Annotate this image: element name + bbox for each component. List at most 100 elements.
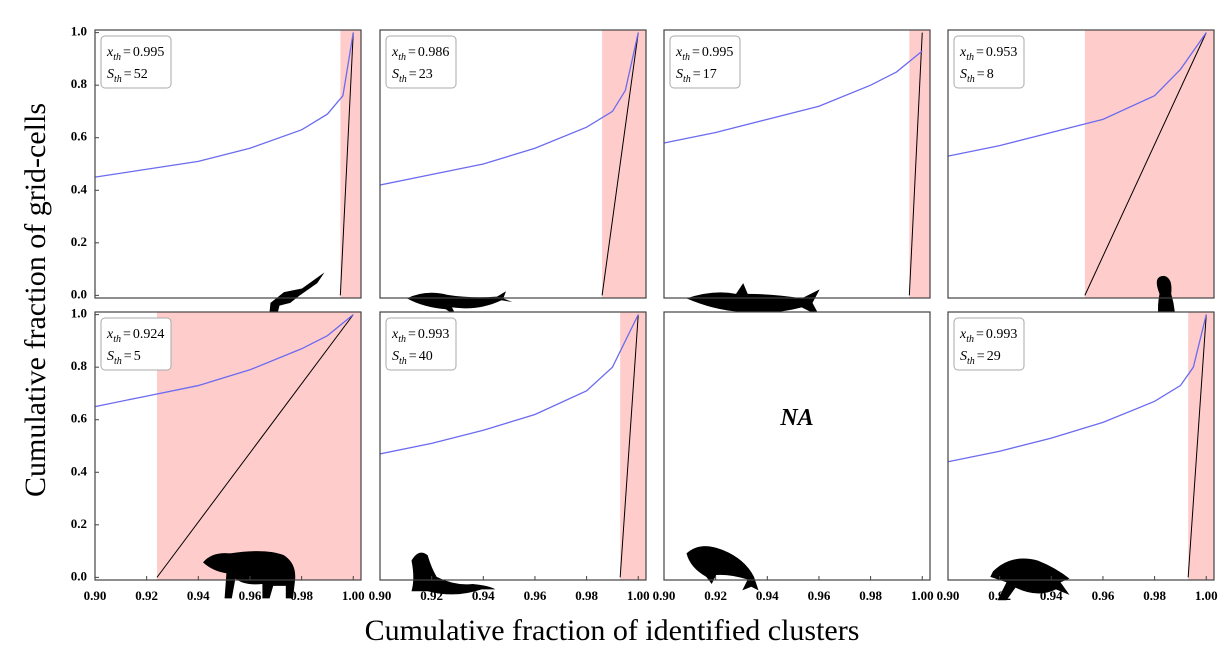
panel-frame	[379, 29, 647, 299]
x-tick-label: 0.90	[937, 588, 960, 603]
annotation-operator: =	[124, 67, 132, 82]
animal-icon	[686, 546, 759, 591]
annotation-operator: =	[409, 349, 417, 364]
annotation-symbol: x	[675, 45, 683, 60]
y-tick-label: 0.2	[71, 516, 87, 531]
y-tick-label: 0.6	[71, 411, 88, 426]
annotation-text: Sth = 23	[392, 67, 433, 85]
animal-icon	[686, 283, 820, 323]
annotation-value: 17	[703, 67, 717, 82]
x-tick-label: 0.98	[1143, 588, 1166, 603]
cumulative-curve	[94, 32, 354, 178]
annotation-operator: =	[692, 45, 700, 60]
panel-frame	[947, 29, 1215, 299]
annotation-box	[100, 317, 172, 371]
annotation-subscript: th	[683, 74, 691, 85]
annotation-operator: =	[408, 327, 416, 342]
annotation-subscript: th	[114, 74, 122, 85]
annotation-symbol: x	[391, 45, 399, 60]
annotation-box	[385, 317, 457, 371]
x-tick-label: 0.96	[239, 588, 262, 603]
annotation-value: 0.924	[133, 327, 165, 342]
cumulative-curve	[947, 314, 1207, 463]
annotation-text: xth = 0.953	[959, 45, 1017, 63]
annotation-operator: =	[976, 327, 984, 342]
y-tick-label: 0.8	[71, 76, 88, 91]
annotation-subscript: th	[682, 52, 690, 63]
annotation-value: 40	[419, 349, 433, 364]
animal-icon	[990, 558, 1070, 601]
annotation-text: Sth = 40	[392, 349, 433, 367]
panel-frame	[663, 29, 931, 299]
annotation-value: 0.993	[986, 327, 1018, 342]
threshold-region	[620, 312, 646, 580]
x-tick-label: 0.94	[756, 588, 779, 603]
annotation-operator: =	[693, 67, 701, 82]
annotation-value: 0.953	[986, 45, 1018, 60]
annotation-value: 0.993	[418, 327, 450, 342]
annotation-operator: =	[409, 67, 417, 82]
annotation-symbol: S	[960, 349, 967, 364]
cumulative-curve	[94, 314, 354, 408]
annotation-symbol: x	[391, 327, 399, 342]
y-tick-label: 0.2	[71, 234, 87, 249]
annotation-symbol: S	[392, 349, 399, 364]
threshold-diagonal	[1187, 314, 1207, 578]
x-tick-label: 0.90	[653, 588, 676, 603]
y-tick-label: 0.4	[71, 463, 88, 478]
panel-background	[664, 312, 930, 580]
annotation-operator: =	[123, 45, 131, 60]
annotation-value: 23	[419, 67, 433, 82]
annotation-operator: =	[124, 349, 132, 364]
threshold-diagonal	[1084, 32, 1207, 296]
x-tick-label: 0.94	[1040, 588, 1063, 603]
x-tick-label: 0.90	[84, 588, 107, 603]
annotation-subscript: th	[966, 52, 974, 63]
annotation-subscript: th	[398, 52, 406, 63]
y-tick-label: 0.6	[71, 129, 88, 144]
panel-frame	[94, 311, 362, 581]
annotation-symbol: x	[959, 45, 967, 60]
annotation-box	[385, 35, 457, 89]
x-tick-label: 0.96	[808, 588, 831, 603]
threshold-region	[1084, 30, 1214, 298]
animal-icon	[203, 551, 296, 599]
annotation-text: Sth = 5	[107, 349, 141, 367]
panel-frame	[379, 311, 647, 581]
annotation-subscript: th	[967, 356, 975, 367]
threshold-diagonal	[156, 314, 354, 578]
annotation-operator: =	[408, 45, 416, 60]
annotation-text: Sth = 8	[960, 67, 994, 85]
cumulative-curve	[379, 314, 639, 455]
annotation-symbol: S	[960, 67, 967, 82]
annotation-box	[953, 35, 1025, 89]
panel-frame	[663, 311, 931, 581]
cumulative-curve	[379, 32, 639, 186]
annotation-symbol: S	[392, 67, 399, 82]
x-tick-label: 1.00	[1195, 588, 1218, 603]
annotation-operator: =	[976, 45, 984, 60]
annotation-value: 8	[987, 67, 994, 82]
annotation-text: xth = 0.993	[391, 327, 449, 345]
annotation-subscript: th	[113, 52, 121, 63]
annotation-value: 0.995	[133, 45, 165, 60]
y-tick-label: 1.0	[71, 24, 87, 39]
annotation-subscript: th	[114, 356, 122, 367]
animal-silhouette	[203, 551, 296, 599]
annotation-subscript: th	[967, 74, 975, 85]
annotation-value: 29	[987, 349, 1001, 364]
annotation-subscript: th	[398, 334, 406, 345]
x-tick-label: 0.90	[369, 588, 392, 603]
animal-silhouette	[267, 272, 325, 329]
x-axis-label: Cumulative fraction of identified cluste…	[365, 614, 860, 647]
annotation-symbol: x	[959, 327, 967, 342]
animal-silhouette	[686, 546, 759, 591]
cumulative-curve	[663, 50, 923, 144]
annotation-text: xth = 0.924	[106, 327, 164, 345]
annotation-symbol: S	[676, 67, 683, 82]
annotation-symbol: x	[106, 327, 114, 342]
threshold-diagonal	[339, 32, 354, 296]
cumulative-curve	[947, 32, 1207, 157]
threshold-diagonal	[619, 314, 639, 578]
